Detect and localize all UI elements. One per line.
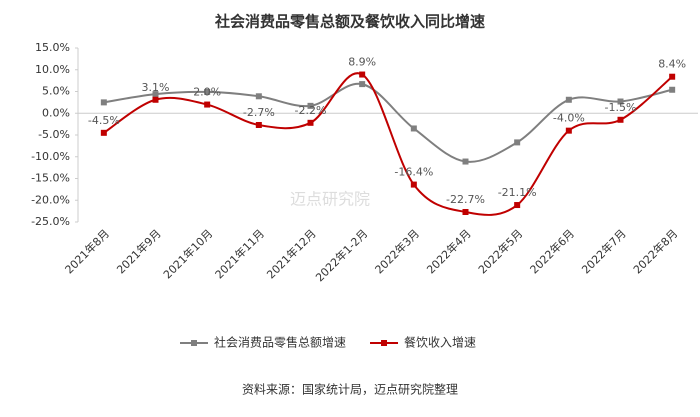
legend-label: 餐饮收入增速	[404, 335, 476, 350]
x-tick-label: 2022年6月	[527, 226, 577, 276]
point-marker	[100, 129, 107, 136]
y-tick-label: 5.0%	[42, 85, 70, 98]
point-marker	[255, 93, 262, 100]
point-marker	[617, 98, 624, 105]
point-marker	[255, 121, 262, 128]
point-marker	[307, 102, 314, 109]
point-marker	[669, 73, 676, 80]
data-label: 2.0%	[193, 86, 221, 99]
data-label: -4.5%	[88, 114, 120, 127]
y-tick-label: 0.0%	[42, 106, 70, 119]
x-tick-label: 2021年11月	[212, 226, 267, 281]
data-label: -2.7%	[243, 106, 275, 119]
legend-marker	[191, 340, 197, 346]
point-marker	[152, 96, 159, 103]
data-label: 8.4%	[658, 58, 686, 71]
x-tick-label: 2022年1-2月	[312, 226, 370, 284]
y-tick-label: -5.0%	[38, 128, 70, 141]
x-tick-label: 2021年10月	[160, 226, 215, 281]
point-marker	[514, 139, 521, 146]
x-tick-label: 2021年12月	[264, 226, 319, 281]
point-marker	[462, 208, 469, 215]
x-tick-label: 2022年7月	[579, 226, 629, 276]
point-marker	[204, 101, 211, 108]
point-marker	[565, 96, 572, 103]
point-marker	[100, 99, 107, 106]
point-marker	[617, 116, 624, 123]
data-label: -16.4%	[394, 166, 433, 179]
point-marker	[669, 86, 676, 93]
series-line	[103, 72, 673, 216]
point-marker	[307, 119, 314, 126]
data-label: 3.1%	[142, 81, 170, 94]
x-tick-label: 2022年5月	[475, 226, 525, 276]
x-tick-label: 2021年9月	[114, 226, 164, 276]
point-marker	[410, 181, 417, 188]
y-tick-label: 10.0%	[35, 63, 70, 76]
data-label: -21.1%	[498, 186, 537, 199]
data-label: -22.7%	[446, 193, 485, 206]
point-marker	[410, 125, 417, 132]
y-tick-label: -15.0%	[31, 172, 70, 185]
x-tick-label: 2021年8月	[62, 226, 112, 276]
legend-label: 社会消费品零售总额增速	[214, 335, 346, 350]
chart-title: 社会消费品零售总额及餐饮收入同比增速	[214, 13, 485, 31]
point-marker	[359, 81, 366, 88]
point-marker	[565, 127, 572, 134]
x-tick-label: 2022年4月	[424, 226, 474, 276]
y-tick-label: -25.0%	[31, 215, 70, 228]
watermark: 迈点研究院	[290, 190, 370, 209]
y-tick-label: 15.0%	[35, 41, 70, 54]
data-label: -4.0%	[553, 112, 585, 125]
data-label: -1.5%	[605, 101, 637, 114]
x-tick-label: 2022年3月	[372, 226, 422, 276]
point-marker	[514, 202, 521, 209]
point-marker	[462, 158, 469, 165]
source-note: 资料来源：国家统计局，迈点研究院整理	[242, 382, 458, 397]
legend-marker	[381, 340, 388, 346]
point-marker	[359, 71, 366, 78]
point-marker	[204, 88, 211, 95]
data-label: 8.9%	[348, 56, 376, 69]
y-tick-label: -20.0%	[31, 193, 70, 206]
data-label: -2.2%	[295, 104, 327, 117]
y-tick-label: -10.0%	[31, 150, 70, 163]
x-tick-label: 2022年8月	[630, 226, 680, 276]
point-marker	[152, 91, 159, 98]
